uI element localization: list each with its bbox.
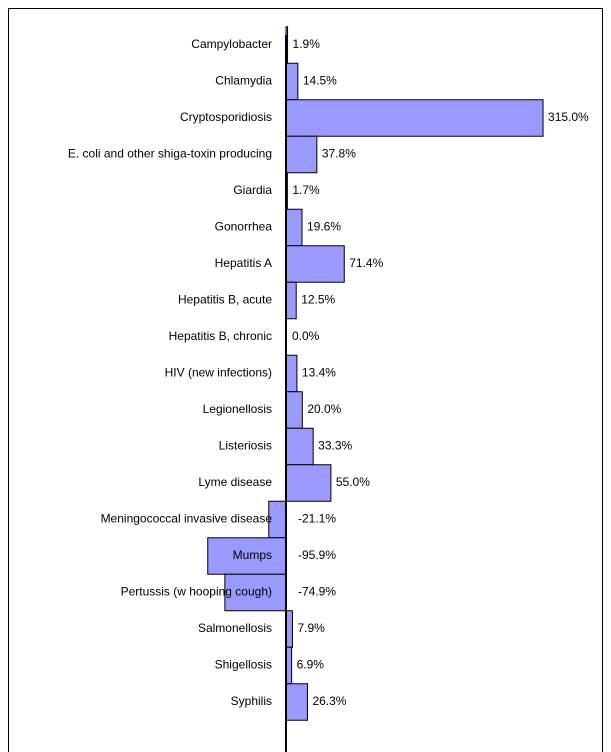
- value-label: 55.0%: [336, 475, 370, 489]
- value-label: 37.8%: [322, 147, 356, 161]
- bar: [285, 135, 318, 174]
- category-label: Gonorrhea: [215, 220, 273, 234]
- category-label: Hepatitis A: [215, 256, 272, 270]
- bar: [285, 208, 303, 247]
- category-label: Listeriosis: [219, 439, 272, 453]
- value-label: 14.5%: [303, 74, 337, 88]
- value-label: -74.9%: [298, 585, 336, 599]
- category-label: Chlamydia: [215, 74, 272, 88]
- bar: [285, 281, 297, 320]
- category-label: HIV (new infections): [165, 366, 272, 380]
- value-label: 0.0%: [292, 329, 320, 343]
- category-label: Mumps: [233, 548, 272, 562]
- value-label: 7.9%: [297, 621, 325, 635]
- bar: [285, 354, 298, 393]
- category-label: Giardia: [233, 183, 272, 197]
- value-label: 315.0%: [548, 110, 589, 124]
- category-label: Legionellosis: [203, 402, 272, 416]
- value-label: 13.4%: [302, 366, 336, 380]
- value-label: -95.9%: [298, 548, 336, 562]
- bar: [285, 62, 299, 101]
- bar: [285, 464, 332, 502]
- bar: [285, 99, 544, 137]
- value-label: 1.7%: [292, 183, 320, 197]
- value-label: 1.9%: [293, 37, 321, 51]
- category-label: Pertussis (w hooping cough): [121, 585, 272, 599]
- category-label: Lyme disease: [198, 475, 272, 489]
- value-label: 19.6%: [307, 220, 341, 234]
- bar: [285, 245, 345, 283]
- category-label: Cryptosporidiosis: [180, 110, 272, 124]
- category-label: E. coli and other shiga-toxin producing: [68, 147, 272, 161]
- bar: [285, 427, 314, 466]
- value-label: 26.3%: [312, 694, 346, 708]
- bar: [285, 391, 303, 429]
- category-label: Salmonellosis: [198, 621, 272, 635]
- category-label: Campylobacter: [191, 37, 272, 51]
- value-label: -21.1%: [298, 512, 336, 526]
- value-label: 33.3%: [318, 439, 352, 453]
- category-label: Meningococcal invasive disease: [101, 512, 273, 526]
- category-label: Syphilis: [231, 694, 272, 708]
- category-label: Hepatitis B, chronic: [169, 329, 272, 343]
- category-label: Shigellosis: [215, 658, 272, 672]
- value-label: 20.0%: [307, 402, 341, 416]
- bar: [285, 683, 308, 721]
- category-label: Hepatitis B, acute: [178, 293, 272, 307]
- value-label: 71.4%: [349, 256, 383, 270]
- value-label: 6.9%: [297, 658, 325, 672]
- value-label: 12.5%: [301, 293, 335, 307]
